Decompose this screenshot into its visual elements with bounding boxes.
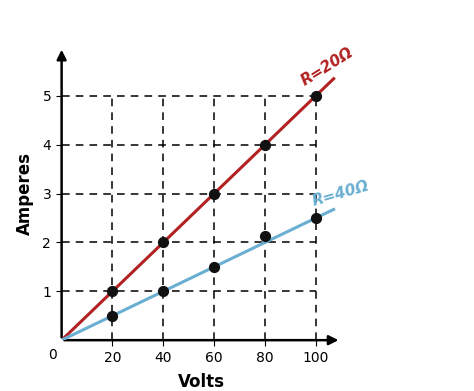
Point <box>312 93 319 99</box>
Point <box>312 215 319 221</box>
Text: 0: 0 <box>48 348 56 362</box>
Point <box>160 239 167 246</box>
Point <box>210 190 218 197</box>
Point <box>261 142 269 148</box>
Point <box>160 288 167 294</box>
Text: R=40Ω: R=40Ω <box>311 178 372 209</box>
Text: R=20Ω: R=20Ω <box>298 45 356 89</box>
Point <box>210 264 218 270</box>
Point <box>261 233 269 239</box>
Point <box>109 313 116 319</box>
X-axis label: Volts: Volts <box>178 373 225 391</box>
Y-axis label: Amperes: Amperes <box>16 152 34 235</box>
Point <box>109 288 116 294</box>
